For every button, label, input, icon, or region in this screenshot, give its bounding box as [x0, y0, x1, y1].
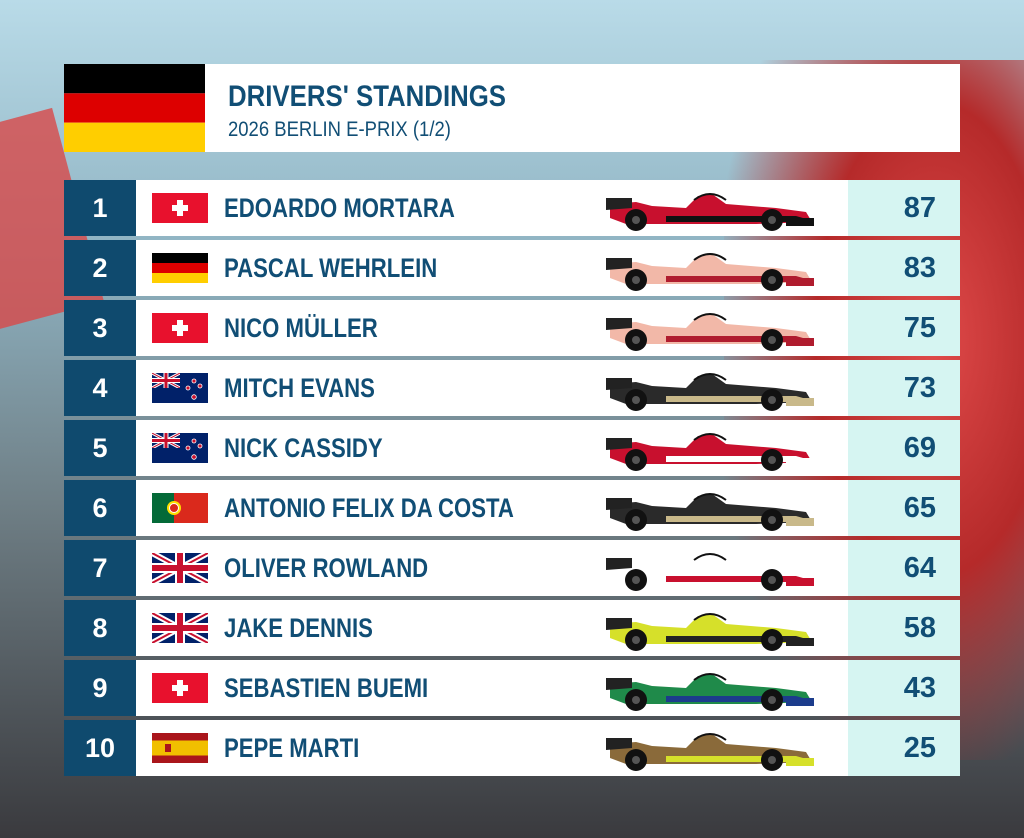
- car-image: [606, 193, 814, 231]
- title: DRIVERS' STANDINGS: [228, 80, 507, 113]
- position: 5: [64, 420, 136, 476]
- driver-flag: [152, 613, 208, 643]
- driver-cell: PEPE MARTI: [136, 720, 848, 776]
- points-cell: 83: [848, 240, 960, 296]
- driver-cell: NICO MÜLLER: [136, 300, 848, 356]
- driver-cell: JAKE DENNIS: [136, 600, 848, 656]
- position: 8: [64, 600, 136, 656]
- driver-flag: [152, 673, 208, 703]
- driver-name: OLIVER ROWLAND: [224, 553, 429, 583]
- driver-flag: [152, 433, 208, 463]
- subtitle: 2026 BERLIN E-PRIX (1/2): [228, 118, 451, 141]
- car-image: [606, 673, 814, 711]
- car-image: [606, 313, 814, 351]
- points: 87: [903, 192, 936, 224]
- position: 6: [64, 480, 136, 536]
- header: DRIVERS' STANDINGS 2026 BERLIN E-PRIX (1…: [64, 64, 960, 152]
- driver-name: PEPE MARTI: [224, 733, 360, 763]
- points-cell: 75: [848, 300, 960, 356]
- points: 83: [903, 252, 936, 284]
- driver-name: SEBASTIEN BUEMI: [224, 673, 429, 703]
- driver-name: NICO MÜLLER: [224, 313, 378, 343]
- driver-flag: [152, 733, 208, 763]
- standings-row: 8 JAKE DENNIS 58: [64, 600, 960, 656]
- driver-cell: SEBASTIEN BUEMI: [136, 660, 848, 716]
- position: 2: [64, 240, 136, 296]
- points-cell: 87: [848, 180, 960, 236]
- position: 4: [64, 360, 136, 416]
- points: 43: [903, 672, 936, 704]
- standings-row: 4 MITCH EVANS 73: [64, 360, 960, 416]
- standings-row: 2 PASCAL WEHRLEIN 83: [64, 240, 960, 296]
- standings-row: 1 EDOARDO MORTARA 87: [64, 180, 960, 236]
- points-cell: 65: [848, 480, 960, 536]
- standings-row: 9 SEBASTIEN BUEMI 43: [64, 660, 960, 716]
- car-image: [606, 253, 814, 291]
- position: 10: [64, 720, 136, 776]
- driver-flag: [152, 313, 208, 343]
- driver-cell: EDOARDO MORTARA: [136, 180, 848, 236]
- standings-row: 10 PEPE MARTI 25: [64, 720, 960, 776]
- points: 58: [903, 612, 936, 644]
- driver-cell: MITCH EVANS: [136, 360, 848, 416]
- points: 25: [903, 732, 936, 764]
- points: 65: [903, 492, 936, 524]
- points: 64: [903, 552, 936, 584]
- driver-cell: PASCAL WEHRLEIN: [136, 240, 848, 296]
- standings-row: 3 NICO MÜLLER 75: [64, 300, 960, 356]
- driver-name: MITCH EVANS: [224, 373, 375, 403]
- driver-name: EDOARDO MORTARA: [224, 193, 455, 223]
- car-image: [606, 373, 814, 411]
- points: 73: [903, 372, 936, 404]
- driver-cell: OLIVER ROWLAND: [136, 540, 848, 596]
- car-image: [606, 433, 814, 471]
- points: 75: [903, 312, 936, 344]
- points-cell: 43: [848, 660, 960, 716]
- driver-name: PASCAL WEHRLEIN: [224, 253, 438, 283]
- standings-row: 6 ANTONIO FELIX DA COSTA 65: [64, 480, 960, 536]
- driver-flag: [152, 553, 208, 583]
- driver-name: JAKE DENNIS: [224, 613, 373, 643]
- driver-flag: [152, 493, 208, 523]
- position: 9: [64, 660, 136, 716]
- driver-flag: [152, 373, 208, 403]
- points-cell: 64: [848, 540, 960, 596]
- driver-cell: ANTONIO FELIX DA COSTA: [136, 480, 848, 536]
- car-image: [606, 613, 814, 651]
- position: 1: [64, 180, 136, 236]
- driver-flag: [152, 193, 208, 223]
- car-image: [606, 553, 814, 591]
- standings-row: 5 NICK CASSIDY 69: [64, 420, 960, 476]
- points-cell: 69: [848, 420, 960, 476]
- position: 3: [64, 300, 136, 356]
- points-cell: 25: [848, 720, 960, 776]
- position: 7: [64, 540, 136, 596]
- driver-cell: NICK CASSIDY: [136, 420, 848, 476]
- car-image: [606, 493, 814, 531]
- driver-name: ANTONIO FELIX DA COSTA: [224, 493, 514, 523]
- country-flag: [64, 64, 205, 152]
- driver-flag: [152, 253, 208, 283]
- points-cell: 58: [848, 600, 960, 656]
- points: 69: [903, 432, 936, 464]
- standings-row: 7 OLIVER ROWLAND 64: [64, 540, 960, 596]
- car-image: [606, 733, 814, 771]
- driver-name: NICK CASSIDY: [224, 433, 383, 463]
- points-cell: 73: [848, 360, 960, 416]
